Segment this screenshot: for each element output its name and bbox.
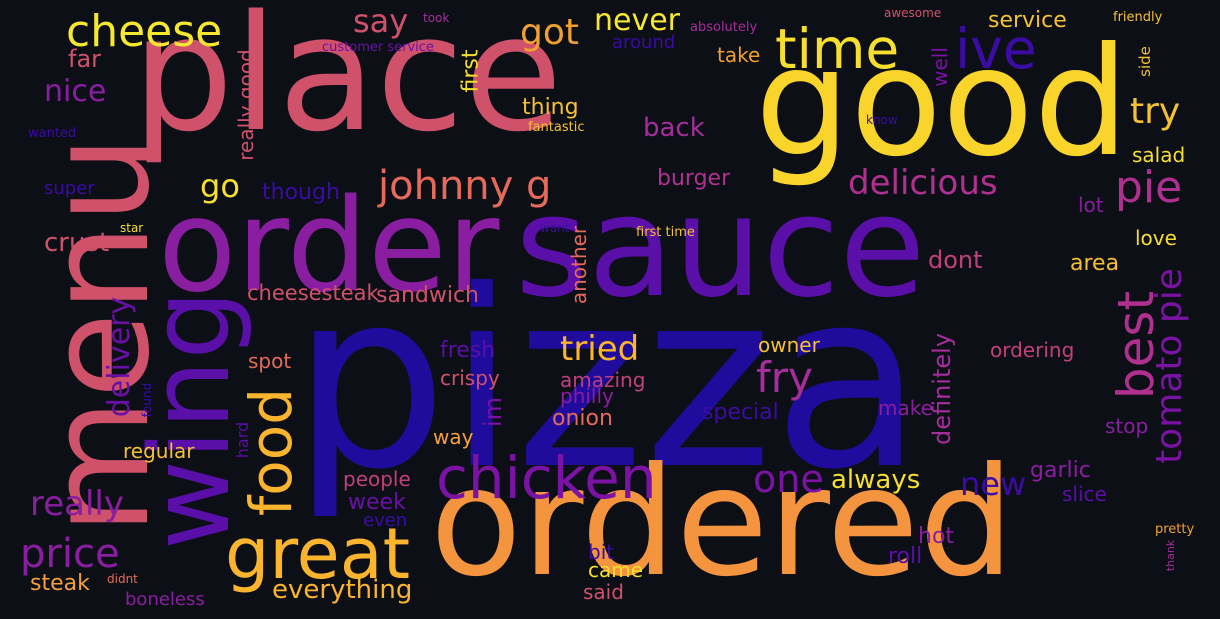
word-friendly: friendly: [1113, 10, 1163, 25]
word-bit: bit: [588, 540, 615, 564]
word-fry: fry: [756, 353, 813, 402]
word-thank: thank: [1164, 539, 1178, 572]
word-philly: philly: [560, 384, 614, 408]
word-got: got: [520, 12, 579, 53]
word-want: want: [540, 221, 570, 235]
word-onion: onion: [552, 406, 613, 431]
word-love: love: [1135, 226, 1177, 250]
word-boneless: boneless: [125, 589, 205, 610]
word-lot: lot: [1078, 193, 1104, 217]
word-garlic: garlic: [1030, 458, 1091, 483]
word-know: know: [866, 113, 898, 127]
word-definitely: definitely: [928, 332, 957, 446]
word-star: star: [120, 221, 144, 235]
word-didnt: didnt: [107, 572, 138, 586]
word-pretty: pretty: [1155, 522, 1195, 537]
word-crispy: crispy: [440, 366, 500, 390]
word-found: found: [140, 382, 155, 418]
word-special: special: [702, 400, 779, 425]
word-far: far: [68, 45, 102, 73]
word-service: service: [988, 8, 1067, 33]
word-cheese: cheese: [66, 6, 223, 57]
word-came: came: [588, 558, 644, 582]
word-delicious: delicious: [848, 163, 998, 203]
word-spot: spot: [248, 349, 292, 373]
word-around: around: [612, 32, 676, 53]
word-pie: pie: [1115, 162, 1183, 213]
word-take: take: [717, 43, 761, 67]
word-pizza: pizza: [292, 238, 923, 523]
word-hot: hot: [918, 524, 955, 549]
word-well: well: [927, 47, 952, 87]
word-never: never: [594, 3, 681, 38]
word-sandwich: sandwich: [376, 283, 479, 308]
word-said: said: [583, 580, 624, 604]
word-stop: stop: [1105, 414, 1149, 438]
word-chicken: chicken: [436, 444, 657, 512]
word-tried: tried: [560, 329, 640, 369]
word-go: go: [200, 167, 240, 205]
word-way: way: [433, 425, 474, 449]
word-fantastic: fantastic: [528, 120, 585, 135]
word-crust: crust: [44, 228, 110, 258]
word-great: great: [225, 513, 411, 595]
word-dont: dont: [928, 246, 983, 274]
word-first: first: [458, 49, 484, 93]
word-absolutely: absolutely: [690, 20, 758, 35]
word-owner: owner: [758, 333, 820, 357]
word-sauce: sauce: [515, 166, 926, 329]
word-amazing: amazing: [560, 368, 646, 392]
word-even: even: [363, 510, 408, 531]
word-customer-service: customer service: [322, 40, 434, 55]
word-wing: wing: [126, 289, 255, 551]
word-make: make: [878, 396, 933, 420]
word-time: time: [775, 17, 900, 81]
word-regular: regular: [123, 439, 195, 463]
word-tomato-pie: tomato pie: [1148, 268, 1190, 464]
word-say: say: [353, 2, 409, 40]
word-salad: salad: [1132, 143, 1186, 167]
word-side: side: [1135, 46, 1154, 77]
word-area: area: [1070, 251, 1120, 276]
word-order: order: [158, 172, 500, 321]
word-cheesesteak: cheesesteak: [247, 281, 379, 305]
word-wanted: wanted: [28, 126, 77, 141]
word-ordering: ordering: [990, 338, 1075, 362]
word-steak: steak: [30, 571, 90, 596]
word-ive: ive: [955, 17, 1037, 81]
word-try: try: [1130, 91, 1181, 132]
word-good: good: [755, 16, 1129, 190]
word-place: place: [132, 0, 563, 167]
word-people: people: [343, 467, 411, 491]
word-johnny-g: johnny g: [378, 163, 552, 209]
word-back: back: [643, 113, 705, 143]
word-im: im: [479, 396, 508, 428]
word-though: though: [262, 180, 340, 205]
word-first-time: first time: [636, 225, 695, 240]
word-really: really: [30, 484, 124, 524]
word-slice: slice: [1062, 482, 1107, 506]
word-another: another: [567, 225, 592, 305]
word-week: week: [348, 490, 406, 515]
word-thing: thing: [522, 95, 579, 120]
word-ordered: ordered: [430, 436, 1015, 610]
word-awesome: awesome: [884, 6, 942, 20]
word-new: new: [960, 465, 1027, 503]
word-nice: nice: [44, 74, 107, 109]
word-fresh: fresh: [440, 338, 496, 363]
word-one: one: [753, 457, 824, 501]
word-everything: everything: [272, 575, 413, 605]
word-delivery: delivery: [102, 296, 138, 418]
word-hard: hard: [233, 421, 253, 459]
word-price: price: [20, 531, 120, 577]
word-always: always: [831, 465, 921, 495]
word-roll: roll: [888, 544, 923, 569]
word-burger: burger: [657, 166, 731, 191]
word-super: super: [44, 178, 95, 199]
word-took: took: [423, 11, 450, 25]
word-really-good: really good: [233, 49, 258, 161]
